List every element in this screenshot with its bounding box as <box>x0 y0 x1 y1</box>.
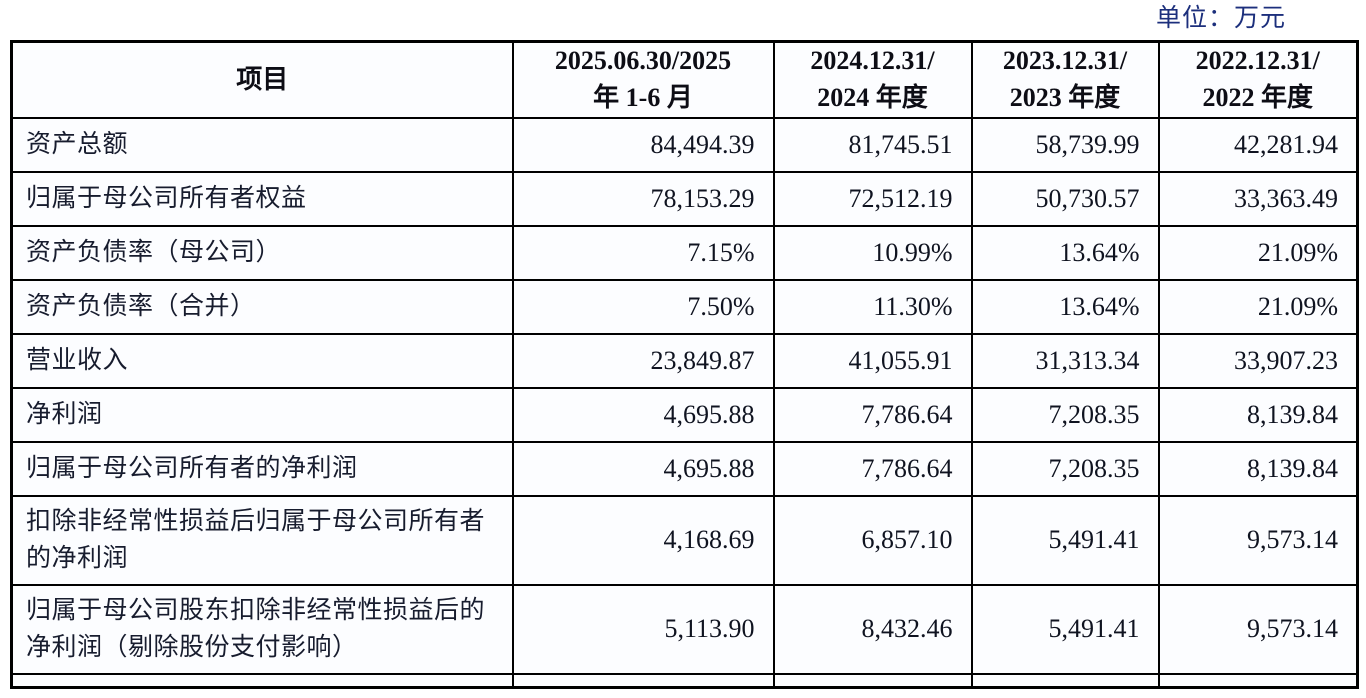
cell-value: 31,313.34 <box>970 332 1160 389</box>
cell-value: 7,208.35 <box>970 440 1160 497</box>
cell-value: 7.15% <box>511 224 775 281</box>
period-line2: 2022 年度 <box>1202 82 1313 112</box>
cell-value: 11.30% <box>772 278 973 335</box>
cell-value: 7,786.64 <box>772 440 973 497</box>
cell-value: 8,139.84 <box>1157 386 1359 443</box>
table-row-parent-equity: 归属于母公司所有者权益 78,153.29 72,512.19 50,730.5… <box>10 170 1359 227</box>
row-label: 净利润 <box>10 386 514 443</box>
column-header-period-2024: 2024.12.31/2024 年度 <box>772 40 973 119</box>
period-line2: 年 1-6 月 <box>593 82 693 112</box>
cell-value: 7,208.35 <box>970 386 1160 443</box>
cell-value: 9,573.14 <box>1157 583 1359 675</box>
table-row-debt-ratio-consolidated: 资产负债率（合并） 7.50% 11.30% 13.64% 21.09% <box>10 278 1359 335</box>
cell-value: 5,491.41 <box>970 494 1160 586</box>
cell-value: 8,139.84 <box>1157 440 1359 497</box>
cell-value: 21.09% <box>1157 278 1359 335</box>
cell-value: 84,494.39 <box>511 116 775 173</box>
cell-value: 50,730.57 <box>970 170 1160 227</box>
cell-value: 23,849.87 <box>511 332 775 389</box>
cell-value: 33,907.23 <box>1157 332 1359 389</box>
cell-value: 6,857.10 <box>772 494 973 586</box>
row-label: 营业收入 <box>10 332 514 389</box>
cell-value: 4,695.88 <box>511 440 775 497</box>
cell-value: 81,745.51 <box>772 116 973 173</box>
cell-value: 72,512.19 <box>772 170 973 227</box>
cell-value: 58,739.99 <box>970 116 1160 173</box>
row-label: 扣除非经常性损益后归属于母公司所有者的净利润 <box>10 494 514 586</box>
empty-cell <box>772 672 973 688</box>
table-row-net-profit-deduct-nonrecurring-ex-sharepay: 归属于母公司股东扣除非经常性损益后的净利润（剔除股份支付影响） 5,113.90… <box>10 583 1359 675</box>
financial-summary-table: 项目 2025.06.30/2025 年 1-6 月 2024.12.31/202… <box>10 40 1359 689</box>
row-label: 资产总额 <box>10 116 514 173</box>
cell-value: 13.64% <box>970 278 1160 335</box>
cell-value: 42,281.94 <box>1157 116 1359 173</box>
cell-value: 33,363.49 <box>1157 170 1359 227</box>
cell-value: 5,113.90 <box>511 583 775 675</box>
table-row-partial-clipped <box>10 672 1359 688</box>
table-row-net-profit: 净利润 4,695.88 7,786.64 7,208.35 8,139.84 <box>10 386 1359 443</box>
cell-value: 7.50% <box>511 278 775 335</box>
empty-cell <box>970 672 1160 688</box>
empty-cell <box>511 672 775 688</box>
period-line1: 2024.12.31/ <box>810 46 935 76</box>
period-line2: 2023 年度 <box>1009 82 1121 112</box>
row-label: 归属于母公司股东扣除非经常性损益后的净利润（剔除股份支付影响） <box>10 583 514 675</box>
cell-value: 5,491.41 <box>970 583 1160 675</box>
row-label: 归属于母公司所有者权益 <box>10 170 514 227</box>
period-line1: 2025.06.30/2025 <box>554 46 732 76</box>
cell-value: 13.64% <box>970 224 1160 281</box>
cell-value: 4,695.88 <box>511 386 775 443</box>
unit-label: 单位：万元 <box>1155 5 1286 32</box>
table-row-net-profit-parent: 归属于母公司所有者的净利润 4,695.88 7,786.64 7,208.35… <box>10 440 1359 497</box>
empty-cell <box>10 672 514 688</box>
period-line2: 2024 年度 <box>817 82 928 112</box>
cell-value: 10.99% <box>772 224 973 281</box>
cell-value: 41,055.91 <box>772 332 973 389</box>
table-row-net-profit-deduct-nonrecurring: 扣除非经常性损益后归属于母公司所有者的净利润 4,168.69 6,857.10… <box>10 494 1359 586</box>
table-row-total-assets: 资产总额 84,494.39 81,745.51 58,739.99 42,28… <box>10 116 1359 173</box>
cell-value: 9,573.14 <box>1157 494 1359 586</box>
column-header-period-2022: 2022.12.31/2022 年度 <box>1157 40 1359 119</box>
period-line1: 2023.12.31/ <box>1002 46 1128 76</box>
table-row-operating-revenue: 营业收入 23,849.87 41,055.91 31,313.34 33,90… <box>10 332 1359 389</box>
period-line1: 2022.12.31/ <box>1195 46 1320 76</box>
cell-value: 78,153.29 <box>511 170 775 227</box>
column-header-period-2023: 2023.12.31/2023 年度 <box>970 40 1160 119</box>
column-header-item: 项目 <box>10 40 514 119</box>
cell-value: 21.09% <box>1157 224 1359 281</box>
row-label: 资产负债率（母公司） <box>10 224 514 281</box>
row-label: 归属于母公司所有者的净利润 <box>10 440 514 497</box>
table-row-debt-ratio-parent: 资产负债率（母公司） 7.15% 10.99% 13.64% 21.09% <box>10 224 1359 281</box>
cell-value: 7,786.64 <box>772 386 973 443</box>
row-label: 资产负债率（合并） <box>10 278 514 335</box>
empty-cell <box>1157 672 1359 688</box>
cell-value: 4,168.69 <box>511 494 775 586</box>
column-header-period-2025h1: 2025.06.30/2025 年 1-6 月 <box>511 40 775 119</box>
cell-value: 8,432.46 <box>772 583 973 675</box>
table-header-row: 项目 2025.06.30/2025 年 1-6 月 2024.12.31/202… <box>10 40 1359 119</box>
